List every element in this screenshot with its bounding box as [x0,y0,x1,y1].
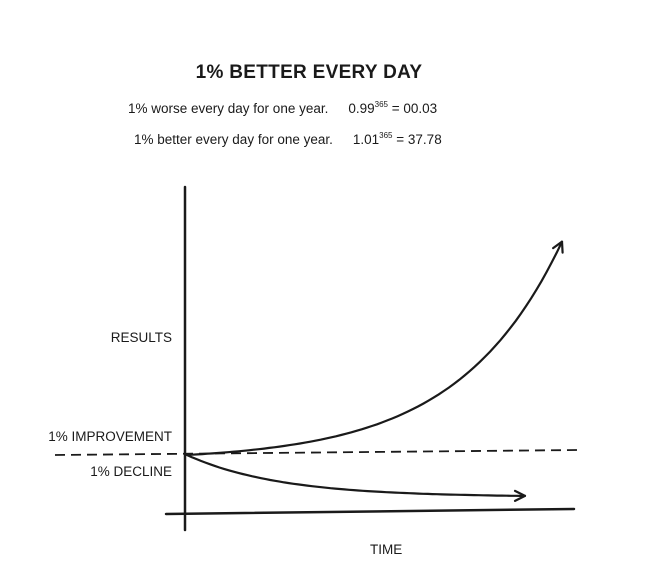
y-axis-label: RESULTS [110,330,172,345]
x-axis [164,507,576,516]
x-axis-label: TIME [370,542,403,557]
series-improvement-line [185,240,564,457]
formula-better: 1% better every day for one year. 1.01365… [134,131,442,147]
formula-worse: 1% worse every day for one year. 0.99365 … [128,100,437,116]
formula-worse-exponent: 365 [374,100,388,109]
series-decline-arrowhead [513,489,527,502]
formula-better-base: 1.01 [352,132,380,147]
formula-better-exponent: 365 [379,131,393,140]
baseline-dashed-line [54,449,581,456]
formula-worse-result: = 00.03 [391,101,438,116]
chart-title: 1% BETTER EVERY DAY [195,62,423,83]
formula-worse-text: 1% worse every day for one year. [128,101,329,116]
formula-better-result: = 37.78 [396,132,442,147]
formula-worse-base: 0.99 [348,101,375,116]
series-decline-line [185,453,527,497]
series-improvement-arrowhead [552,240,564,254]
annotation-decline: 1% DECLINE [90,464,172,479]
annotation-improvement: 1% IMPROVEMENT [48,429,172,444]
formula-better-text: 1% better every day for one year. [134,132,333,147]
